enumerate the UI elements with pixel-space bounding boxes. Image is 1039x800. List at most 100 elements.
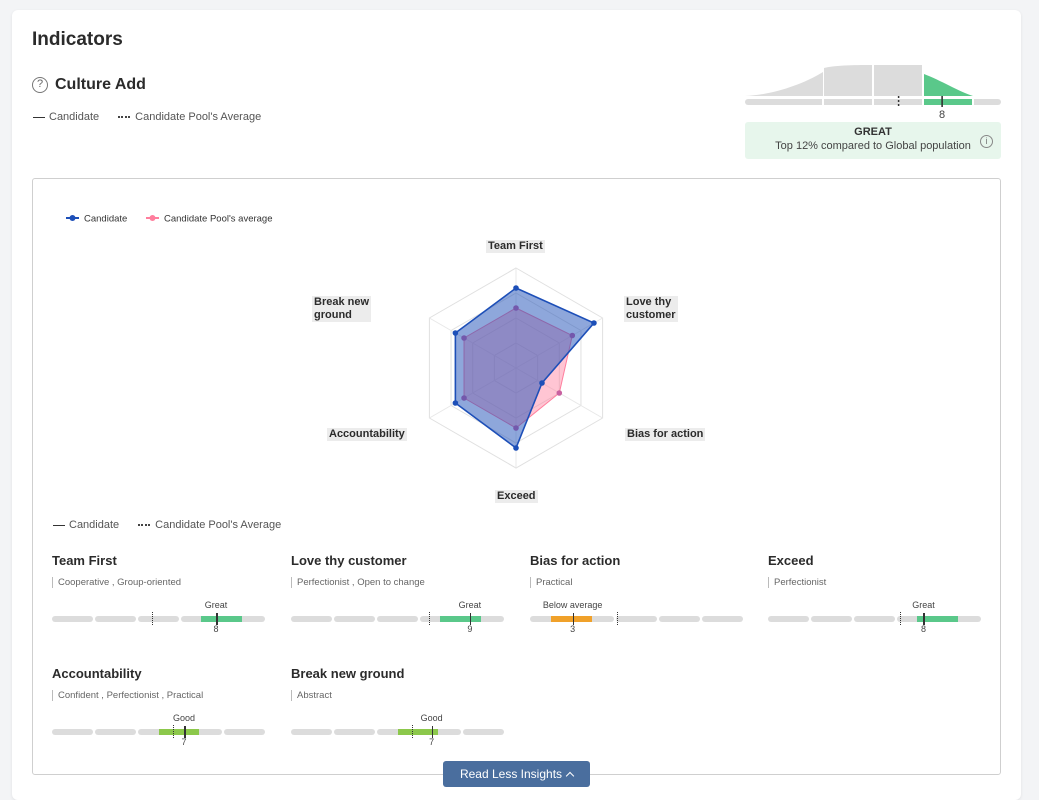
trait-description: Perfectionist , Open to change xyxy=(291,577,506,588)
legend-swatch-dot-1 xyxy=(149,215,156,221)
bar-segment xyxy=(224,616,265,622)
bar-segment xyxy=(95,729,136,735)
bar-segment xyxy=(95,616,136,622)
bar-segment xyxy=(768,616,809,622)
trait-card: Accountability Confident , Perfectionist … xyxy=(52,666,267,747)
score-value: 3 xyxy=(570,624,576,634)
read-less-insights-button[interactable]: Read Less Insights xyxy=(443,761,590,787)
dotted-line-icon xyxy=(138,524,151,526)
bar-segment xyxy=(854,616,895,622)
radar-point-0-3 xyxy=(513,445,519,451)
trait-title: Bias for action xyxy=(530,553,621,568)
info-icon[interactable]: i xyxy=(980,135,993,148)
bar-segment xyxy=(291,729,332,735)
insights-panel: Candidate Candidate Pool's average Team F… xyxy=(32,178,1001,775)
legend-candidate: Candidate xyxy=(33,111,99,123)
bar-segment xyxy=(52,729,93,735)
section-title: Culture Add xyxy=(55,76,146,93)
legend-entry-1: Candidate Pool's average xyxy=(164,214,273,225)
bar-segment xyxy=(420,729,461,735)
dotted-line-icon xyxy=(118,116,131,118)
trait-card: Exceed Perfectionist Great 8 xyxy=(768,553,983,634)
pool-average-marker xyxy=(900,612,902,625)
radar-point-0-2 xyxy=(539,380,545,386)
radar-point-0-0 xyxy=(513,285,519,291)
candidate-marker xyxy=(431,726,434,738)
radar-axis-label: Team First xyxy=(486,240,545,253)
trait-card: Bias for action Practical Below average 3 xyxy=(530,553,745,634)
pool-average-marker xyxy=(412,725,414,738)
score-label: Great xyxy=(912,600,935,610)
pool-average-marker xyxy=(152,612,154,625)
bar-segment xyxy=(702,616,743,622)
indicators-card: Indicators ? Culture Add Candidate Candi… xyxy=(12,10,1021,800)
trait-title: Love thy customer xyxy=(291,553,407,568)
legend-mid-candidate: Candidate xyxy=(53,519,119,531)
trait-score-bar: Great 9 xyxy=(291,600,504,634)
rating-box: GREAT Top 12% compared to Global populat… xyxy=(745,122,1001,159)
distribution-widget: 8 GREAT Top 12% compared to Global popul… xyxy=(745,62,1001,159)
legend-pool-label: Candidate Pool's Average xyxy=(135,111,262,123)
score-value: 8 xyxy=(920,624,926,634)
solid-line-icon xyxy=(53,524,65,526)
radar-axis-label: Accountability xyxy=(327,428,407,441)
bar-segment xyxy=(573,616,614,622)
legend-candidate-label: Candidate xyxy=(49,111,100,123)
radar-chart: Candidate Candidate Pool's average xyxy=(66,214,604,469)
bar-segment xyxy=(334,729,375,735)
trait-description: Practical xyxy=(530,577,745,588)
bar-segment xyxy=(530,616,571,622)
read-less-label: Read Less Insights xyxy=(459,767,563,781)
score-label: Good xyxy=(420,713,443,723)
legend-mid-candidate-label: Candidate xyxy=(69,519,120,531)
score-value: 7 xyxy=(181,737,187,747)
radar-point-0-5 xyxy=(452,330,459,336)
distribution-chart xyxy=(745,65,1001,107)
candidate-marker xyxy=(469,613,472,625)
legend-pool: Candidate Pool's Average xyxy=(118,111,261,123)
bar-segment xyxy=(138,616,179,622)
score-label: Great xyxy=(204,600,228,610)
candidate-marker xyxy=(572,613,575,625)
radar-point-1-2 xyxy=(556,390,563,396)
bar-segment xyxy=(463,729,504,735)
trait-title: Accountability xyxy=(52,666,142,681)
radar-point-0-4 xyxy=(452,400,459,406)
question-icon[interactable]: ? xyxy=(32,77,48,93)
radar-point-0-1 xyxy=(591,320,597,326)
legend-swatch-dot-0 xyxy=(69,215,76,221)
bar-segment xyxy=(616,616,657,622)
legend-entry-0: Candidate xyxy=(84,214,127,225)
bar-highlight xyxy=(440,616,481,622)
trait-description: Confident , Perfectionist , Practical xyxy=(52,690,267,701)
rating-description: Top 12% compared to Global population xyxy=(775,140,971,152)
radar-series-candidate xyxy=(454,287,596,450)
score-label: Great xyxy=(458,600,482,610)
bar-segment xyxy=(940,616,981,622)
trait-score-bar: Great 8 xyxy=(768,600,981,634)
trait-score-bar: Below average 3 xyxy=(530,600,743,634)
trait-description: Abstract xyxy=(291,690,506,701)
trait-score-bar: Great 8 xyxy=(52,600,265,634)
score-label: Below average xyxy=(542,600,603,610)
bar-segment xyxy=(811,616,852,622)
chevron-up-icon xyxy=(565,771,575,781)
bar-segment xyxy=(377,616,418,622)
bar-segment xyxy=(224,729,265,735)
bar-segment xyxy=(291,616,332,622)
trait-title: Break new ground xyxy=(291,666,405,681)
trait-description: Cooperative , Group-oriented xyxy=(52,577,267,588)
candidate-marker xyxy=(216,613,218,625)
bar-segment xyxy=(659,616,700,622)
radar-axis-label: Love thy customer xyxy=(624,296,678,322)
bar-highlight xyxy=(551,616,592,622)
radar-axis-label: Break new ground xyxy=(312,296,372,322)
bar-highlight xyxy=(397,729,438,735)
bar-segment xyxy=(181,729,222,735)
legend-mid-pool-label: Candidate Pool's Average xyxy=(155,519,282,531)
candidate-marker xyxy=(184,726,186,738)
distribution-value: 8 xyxy=(939,109,946,121)
section-header: ? Culture Add xyxy=(32,76,146,94)
trait-card: Break new ground Abstract Good 7 xyxy=(291,666,506,747)
pool-average-marker xyxy=(617,612,619,625)
